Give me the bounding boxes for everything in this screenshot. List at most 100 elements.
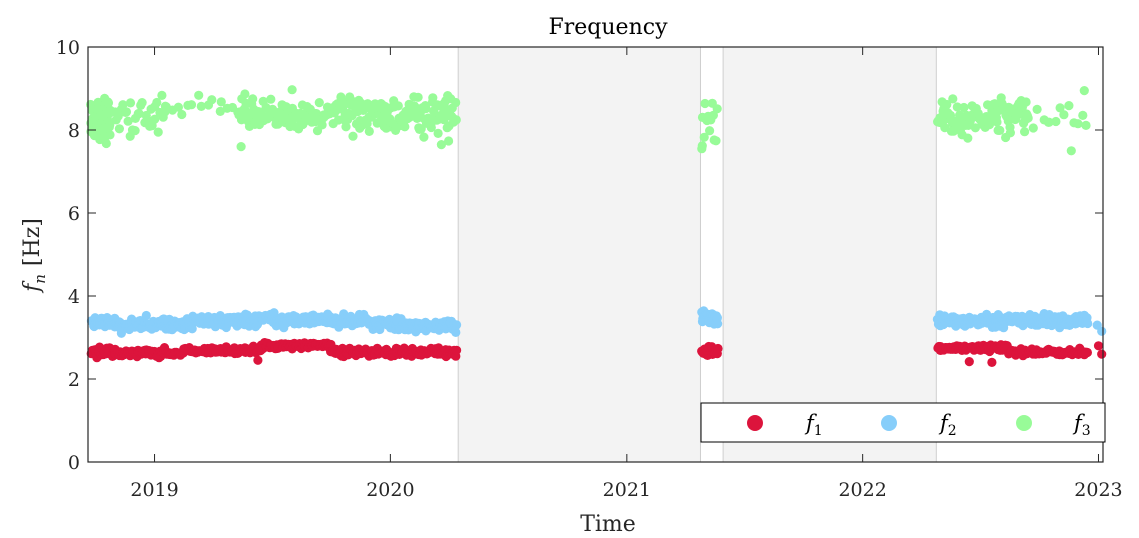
legend-marker-f3 bbox=[1016, 415, 1032, 431]
point-f3 bbox=[1021, 97, 1031, 107]
shaded-period-2 bbox=[722, 46, 937, 463]
point-f3 bbox=[1079, 86, 1089, 96]
point-f3 bbox=[101, 138, 111, 149]
point-f3 bbox=[959, 102, 969, 113]
point-f3 bbox=[426, 122, 436, 133]
point-f3 bbox=[413, 92, 423, 102]
point-f3 bbox=[240, 89, 250, 99]
legend-marker-f2 bbox=[881, 415, 897, 431]
point-f3 bbox=[153, 127, 163, 137]
point-f3 bbox=[186, 100, 197, 110]
point-f3 bbox=[150, 114, 160, 124]
point-f3 bbox=[314, 98, 324, 108]
point-f3 bbox=[428, 93, 438, 103]
point-f3 bbox=[137, 98, 147, 108]
point-f3 bbox=[451, 115, 461, 125]
point-f3 bbox=[157, 90, 167, 100]
point-f3 bbox=[103, 98, 114, 108]
shaded-period-1 bbox=[457, 46, 701, 463]
point-f3 bbox=[1028, 123, 1038, 133]
point-f2 bbox=[141, 310, 151, 321]
shaded-periods bbox=[457, 46, 937, 463]
point-f3 bbox=[1073, 119, 1083, 129]
point-f3 bbox=[134, 109, 144, 119]
legend-item-f2: f2 bbox=[881, 411, 957, 439]
point-f3 bbox=[393, 101, 403, 111]
point-f3 bbox=[433, 128, 443, 138]
point-f3 bbox=[992, 117, 1002, 127]
point-f3 bbox=[125, 98, 136, 108]
point-f3 bbox=[215, 106, 225, 116]
point-f3 bbox=[266, 94, 276, 104]
point-f3 bbox=[705, 126, 715, 136]
point-f3 bbox=[1066, 146, 1076, 156]
point-f3 bbox=[1044, 117, 1054, 127]
point-f3 bbox=[248, 94, 258, 104]
svg-text:f3: f3 bbox=[1072, 411, 1091, 439]
point-f3 bbox=[1055, 103, 1065, 113]
point-f1 bbox=[713, 343, 723, 354]
point-f3 bbox=[207, 95, 217, 105]
point-f3 bbox=[942, 99, 952, 110]
series-f2 bbox=[86, 306, 1107, 338]
point-f3 bbox=[436, 140, 446, 150]
legend: f1 f2 f3 bbox=[700, 402, 1106, 443]
point-f3 bbox=[105, 130, 115, 140]
point-f3 bbox=[700, 98, 710, 109]
series-f1 bbox=[86, 338, 1107, 367]
point-f3 bbox=[952, 102, 962, 112]
point-f1 bbox=[1097, 349, 1107, 359]
point-f3 bbox=[118, 100, 128, 110]
point-f3 bbox=[114, 124, 124, 134]
point-f1 bbox=[1082, 347, 1092, 358]
point-f3 bbox=[419, 132, 429, 142]
point-f3 bbox=[123, 116, 133, 126]
point-f3 bbox=[712, 104, 722, 114]
y-tick-label: 10 bbox=[56, 37, 80, 59]
point-f3 bbox=[236, 142, 246, 152]
point-f3 bbox=[160, 107, 170, 117]
point-f3 bbox=[1081, 120, 1091, 130]
y-tick-label: 8 bbox=[68, 120, 80, 142]
point-f3 bbox=[287, 85, 297, 95]
point-f3 bbox=[216, 97, 226, 107]
point-f3 bbox=[699, 132, 709, 142]
point-f3 bbox=[1059, 110, 1069, 120]
legend-item-f3: f3 bbox=[1016, 411, 1091, 439]
point-f1 bbox=[253, 355, 263, 365]
point-f3 bbox=[984, 120, 995, 130]
point-f1 bbox=[987, 357, 997, 367]
axis-ticks: 0 2 4 6 8 10 2019 2020 2021 2022 2023 bbox=[56, 37, 1123, 501]
point-f3 bbox=[990, 99, 1000, 109]
point-f3 bbox=[970, 123, 981, 133]
series-f3 bbox=[86, 85, 1091, 156]
point-f1 bbox=[964, 357, 974, 367]
legend-box bbox=[700, 402, 1106, 443]
point-f3 bbox=[177, 109, 187, 120]
point-f3 bbox=[121, 107, 132, 117]
point-f3 bbox=[1020, 127, 1030, 137]
point-f2 bbox=[1083, 318, 1093, 329]
point-f3 bbox=[963, 133, 973, 143]
point-f2 bbox=[713, 319, 723, 329]
point-f3 bbox=[995, 125, 1005, 135]
y-axis-title: fn[Hz] bbox=[20, 218, 49, 294]
point-f3 bbox=[1064, 101, 1074, 111]
point-f3 bbox=[439, 115, 449, 125]
point-f3 bbox=[400, 122, 410, 132]
point-f2 bbox=[452, 320, 462, 330]
point-f3 bbox=[194, 90, 204, 100]
y-tick-label: 2 bbox=[68, 369, 80, 391]
point-f3 bbox=[1005, 128, 1016, 138]
point-f3 bbox=[113, 111, 123, 121]
y-tick-label: 6 bbox=[68, 203, 80, 225]
point-f3 bbox=[711, 136, 721, 146]
point-f2 bbox=[187, 324, 197, 334]
point-f1 bbox=[452, 345, 462, 355]
point-f3 bbox=[1032, 104, 1042, 114]
point-f3 bbox=[130, 126, 140, 136]
point-f3 bbox=[364, 126, 374, 136]
point-f3 bbox=[1022, 109, 1032, 119]
y-tick-label: 0 bbox=[68, 452, 80, 474]
